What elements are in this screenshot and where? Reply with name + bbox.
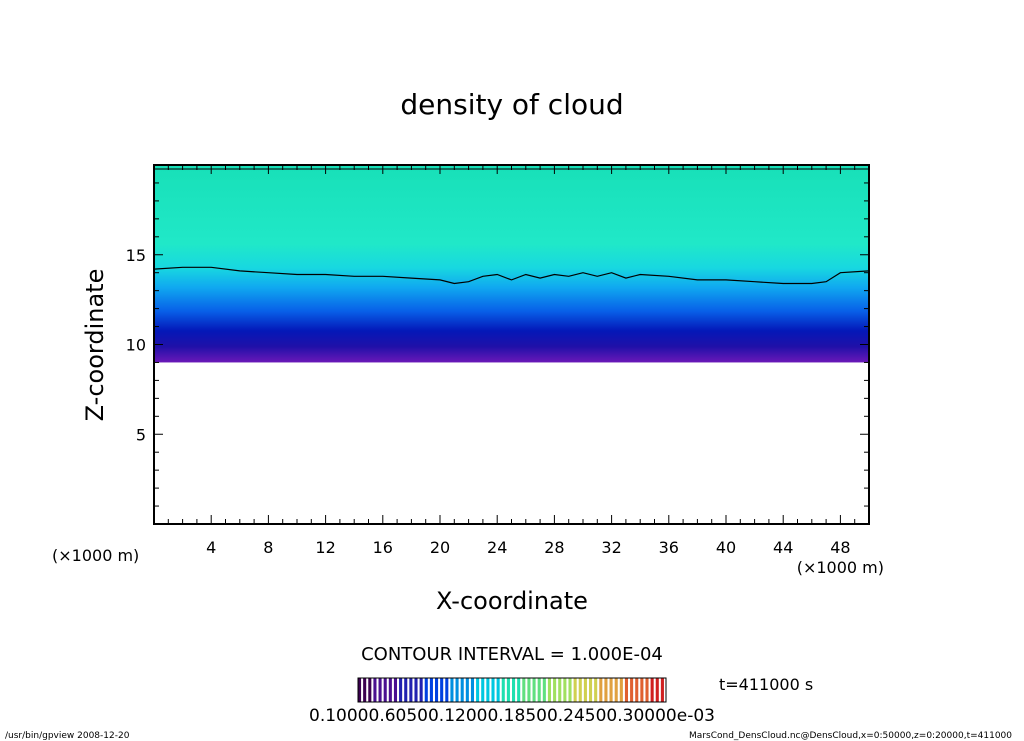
colorbar-segment (655, 678, 659, 702)
colorbar-segment (624, 678, 629, 702)
colorbar-segment (435, 678, 439, 702)
colorbar-segment (419, 678, 423, 702)
colorbar-segment (609, 678, 613, 702)
footer-left: /usr/bin/gpview 2008-12-20 (5, 731, 130, 741)
colorbar-segment (563, 678, 567, 702)
x-unit-label-left: (×1000 m) (52, 546, 139, 565)
colorbar-segment (481, 678, 485, 702)
x-tick-label: 20 (430, 538, 450, 557)
colorbar (357, 677, 667, 703)
colorbar-segment (440, 678, 444, 702)
colorbar-segment (506, 678, 510, 702)
colorbar-segment (409, 678, 413, 702)
colorbar-segment (445, 678, 449, 702)
colorbar-segment (522, 678, 526, 702)
colorbar-segment (547, 678, 552, 702)
colorbar-segment (650, 678, 654, 702)
colorbar-segment (537, 678, 541, 702)
x-axis-ticks: 4 8 12 16 20 24 28 32 36 40 44 48 (167, 165, 856, 557)
colorbar-segment (573, 678, 577, 702)
colorbar-segment (599, 678, 603, 702)
chart-title: density of cloud (400, 88, 623, 121)
colorbar-segment (496, 678, 500, 702)
density-contour-line (153, 266, 870, 285)
x-tick-label: 44 (773, 538, 793, 557)
y-tick-label: 10 (126, 336, 146, 355)
footer-right: MarsCond_DensCloud.nc@DensCloud,x=0:5000… (689, 731, 1012, 741)
colorbar-segment (594, 678, 598, 702)
x-tick-label: 24 (487, 538, 507, 557)
colorbar-segment (558, 678, 562, 702)
cloud-density-field (154, 165, 869, 363)
colorbar-segment (527, 678, 531, 702)
colorbar-segment (501, 678, 505, 702)
colorbar-segment (532, 678, 536, 702)
colorbar-segment (640, 678, 644, 702)
colorbar-segment (619, 678, 623, 702)
colorbar-tick-labels: 0.10000.60500.12000.18500.24500.30000e-0… (309, 706, 715, 726)
colorbar-segment (465, 678, 469, 702)
y-axis-ticks: 5 10 15 (126, 182, 869, 507)
colorbar-segment (414, 678, 418, 702)
colorbar-segment (455, 678, 459, 702)
colorbar-frame (357, 677, 667, 703)
colorbar-segment (578, 678, 582, 702)
colorbar-segment (568, 678, 572, 702)
colorbar-segment (393, 678, 398, 702)
x-tick-label: 36 (659, 538, 679, 557)
x-tick-label: 48 (830, 538, 850, 557)
colorbar-segment (383, 678, 387, 702)
y-tick-label: 15 (126, 246, 146, 265)
colorbar-segment (660, 678, 664, 702)
colorbar-segment (517, 678, 521, 702)
colorbar-segment (542, 678, 546, 702)
colorbar-segment (429, 678, 433, 702)
x-tick-label: 12 (315, 538, 335, 557)
colorbar-segment (583, 678, 587, 702)
colorbar-segment (363, 678, 367, 702)
colorbar-segment (630, 678, 634, 702)
x-tick-label: 32 (601, 538, 621, 557)
colorbar-segment (589, 678, 593, 702)
colorbar-segment (635, 678, 639, 702)
colorbar-segment (373, 678, 377, 702)
colorbar-segment (614, 678, 618, 702)
colorbar-segment (450, 678, 454, 702)
colorbar-segment (645, 678, 649, 702)
colorbar-segment (424, 678, 428, 702)
colorbar-segment (470, 678, 475, 702)
x-tick-label: 8 (263, 538, 273, 557)
x-tick-label: 16 (373, 538, 393, 557)
colorbar-segment (491, 678, 495, 702)
x-tick-label: 28 (544, 538, 564, 557)
contour-interval-text: CONTOUR INTERVAL = 1.000E-04 (361, 644, 663, 665)
x-axis-label: X-coordinate (436, 587, 588, 615)
colorbar-segment (404, 678, 408, 702)
time-label: t=411000 s (719, 675, 813, 694)
colorbar-segment (358, 678, 362, 702)
colorbar-segment (388, 678, 392, 702)
colorbar-segment (476, 678, 480, 702)
colorbar-segment (604, 678, 608, 702)
colorbar-segment (553, 678, 557, 702)
y-axis-label: Z-coordinate (81, 269, 109, 422)
colorbar-segment (512, 678, 516, 702)
x-tick-label: 40 (716, 538, 736, 557)
colorbar-segment (460, 678, 464, 702)
colorbar-segment (399, 678, 403, 702)
x-tick-label: 4 (206, 538, 216, 557)
y-tick-label: 5 (136, 425, 146, 444)
colorbar-segment (486, 678, 490, 702)
colorbar-segment (368, 678, 372, 702)
colorbar-segment (378, 678, 382, 702)
x-unit-label-right: (×1000 m) (797, 558, 884, 577)
